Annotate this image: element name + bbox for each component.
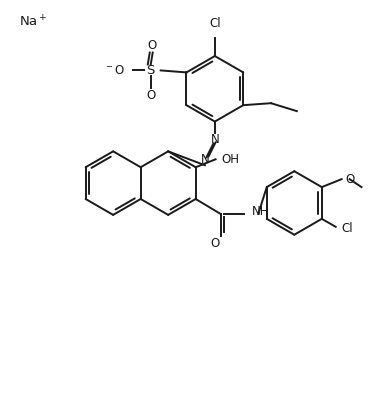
Text: N: N (201, 153, 209, 166)
Text: Cl: Cl (342, 222, 353, 235)
Text: O: O (346, 173, 355, 185)
Text: Cl: Cl (209, 17, 221, 30)
Text: OH: OH (222, 153, 239, 166)
Text: S: S (147, 64, 155, 77)
Text: Na$^+$: Na$^+$ (19, 14, 48, 29)
Text: $^-$O: $^-$O (104, 64, 125, 77)
Text: O: O (210, 237, 219, 250)
Text: O: O (146, 89, 155, 102)
Text: N: N (210, 133, 219, 146)
Text: O: O (147, 39, 156, 52)
Text: NH: NH (252, 205, 270, 219)
